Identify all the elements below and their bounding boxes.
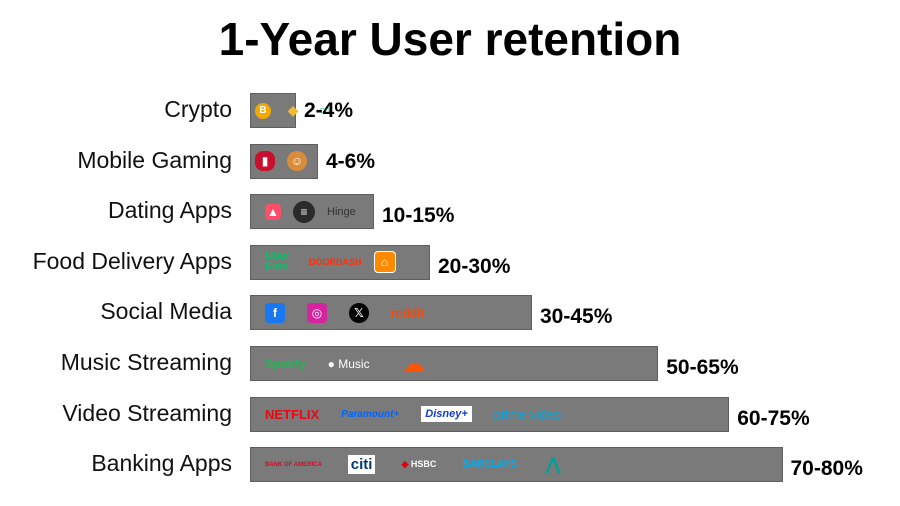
disney-plus-logo: Disney+ bbox=[421, 406, 472, 423]
category-label: Banking Apps bbox=[91, 450, 232, 477]
value-label: 4-6% bbox=[326, 149, 376, 173]
soundcloud-icon: ☁ bbox=[402, 350, 425, 376]
bumble-icon: ≡ bbox=[293, 200, 315, 223]
reddit-logo: reddit bbox=[391, 305, 425, 320]
bank-of-america-logo: BANK OF AMERICA bbox=[265, 461, 322, 468]
value-label: 60-75% bbox=[737, 406, 810, 430]
bar: Spotify ● Music ☁ bbox=[250, 346, 659, 381]
value-label: 2-4% bbox=[304, 99, 354, 122]
category-label: Food Delivery Apps bbox=[32, 247, 232, 274]
subway-surfers-icon: ☺ bbox=[287, 151, 307, 172]
bar: BANK OF AMERICA citi ◆ HSBC BARCLAYS ⋀ bbox=[250, 447, 783, 483]
category-label: Social Media bbox=[100, 298, 232, 325]
value-label: 70-80% bbox=[790, 457, 863, 481]
hsbc-logo: ◆ HSBC bbox=[401, 459, 437, 470]
bar: B ◆ ∞ bbox=[250, 93, 331, 128]
netflix-logo: NETFLIX bbox=[265, 406, 320, 422]
tinder-icon: ▲ bbox=[265, 203, 281, 220]
credit-agricole-icon: ⋀ bbox=[545, 454, 561, 475]
category-label: Dating Apps bbox=[107, 197, 232, 224]
apple-music-label: Music bbox=[338, 356, 370, 371]
prime-video-logo: prime video bbox=[493, 406, 561, 422]
among-us-icon: ▮ bbox=[255, 151, 275, 172]
postmates-icon: ⌂ bbox=[373, 251, 396, 274]
hinge-logo: Hinge bbox=[327, 205, 356, 218]
category-label: Crypto bbox=[164, 96, 232, 122]
category-label: Video Streaming bbox=[62, 399, 232, 426]
barclays-logo: BARCLAYS bbox=[462, 459, 518, 471]
butterfly-icon: ∞ bbox=[319, 101, 331, 119]
bar: f ◎ 𝕏 reddit bbox=[250, 295, 532, 331]
bar: Uber Eats DOORDASH ⌂ bbox=[250, 244, 430, 280]
bar: NETFLIX Paramount+ Disney+ prime video bbox=[250, 396, 730, 432]
bar: ▮ ☺ bbox=[250, 143, 318, 179]
doordash-logo: DOORDASH bbox=[309, 257, 362, 268]
x-icon: 𝕏 bbox=[349, 302, 369, 323]
category-label: Mobile Gaming bbox=[77, 146, 232, 173]
spotify-logo: Spotify bbox=[265, 356, 306, 371]
facebook-icon: f bbox=[265, 302, 285, 323]
binance-icon: ◆ bbox=[287, 102, 299, 118]
chart-title: 1-Year User retention bbox=[218, 13, 682, 65]
value-label: 30-45% bbox=[540, 305, 613, 329]
category-label: Music Streaming bbox=[60, 349, 232, 375]
bitcoin-icon: B bbox=[255, 102, 271, 119]
uber-eats-logo: Uber Eats bbox=[265, 250, 291, 274]
citi-logo: citi bbox=[347, 455, 376, 475]
value-label: 20-30% bbox=[438, 254, 511, 278]
instagram-icon: ◎ bbox=[307, 302, 327, 323]
bar: ▲ ≡ Hinge bbox=[250, 194, 374, 230]
value-label: 10-15% bbox=[382, 204, 455, 228]
value-label: 50-65% bbox=[666, 356, 739, 379]
hsbc-label: HSBC bbox=[410, 459, 437, 470]
paramount-logo: Paramount+ bbox=[341, 408, 400, 420]
apple-music-logo: ● Music bbox=[327, 356, 370, 371]
